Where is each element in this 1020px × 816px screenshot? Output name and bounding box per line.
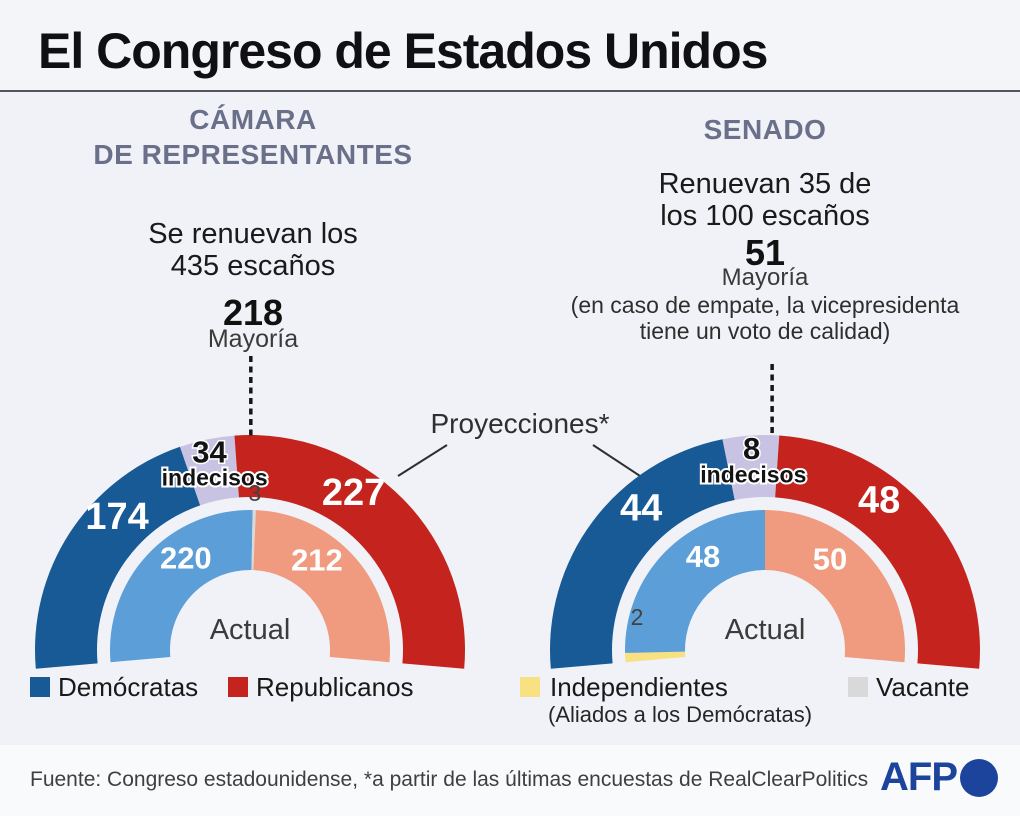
actual-segment-republicanos bbox=[253, 510, 390, 663]
projections-label: Proyecciones* bbox=[430, 408, 610, 439]
house-header-line1: CÁMARA bbox=[189, 104, 317, 135]
proyecciones--value-indecisos: 8 bbox=[743, 431, 760, 466]
senate-majority-number: 51 bbox=[744, 232, 786, 273]
afp-logo: AFP bbox=[880, 755, 998, 800]
proyecciones--value-republicanos: 227 bbox=[322, 472, 385, 514]
legend-swatch-vacante bbox=[848, 677, 868, 697]
actual-segment-demo-cratas bbox=[110, 510, 253, 663]
footer: Fuente: Congreso estadounidense, *a part… bbox=[0, 745, 1020, 816]
legend-label-republicanos: Republicanos bbox=[256, 672, 414, 702]
actual-value-demo-cratas: 48 bbox=[686, 539, 720, 574]
proyecciones--segment-demo-cratas bbox=[34, 446, 201, 669]
house-renewal-line1: Se renuevan los bbox=[148, 218, 358, 250]
proyecciones--value-indecisos: indecisos bbox=[700, 461, 806, 487]
house-majority-number: 218 bbox=[222, 292, 284, 333]
proyecciones--value-demo-cratas: 44 bbox=[620, 488, 662, 530]
actual-segment-republicanos bbox=[765, 510, 905, 663]
senate-majority-note-line2: tiene un voto de calidad) bbox=[639, 318, 891, 344]
actual-value-republicanos: 50 bbox=[813, 541, 847, 576]
proyecciones--value-indecisos: 34 bbox=[192, 435, 227, 470]
house-majority-label: Mayoría bbox=[207, 325, 299, 353]
page-title: El Congreso de Estados Unidos bbox=[38, 23, 768, 79]
actual-label: Actual bbox=[210, 614, 291, 646]
legend-sublabel-independientes: (Aliados a los Demócratas) bbox=[548, 702, 813, 727]
source-text: Fuente: Congreso estadounidense, *a part… bbox=[30, 768, 869, 791]
actual-value-independientes: 2 bbox=[631, 604, 644, 630]
title-bar: El Congreso de Estados Unidos bbox=[0, 0, 1020, 92]
proyecciones--segment-republicanos bbox=[234, 435, 465, 669]
legend-label-independientes: Independientes bbox=[550, 672, 728, 702]
legend-label-democratas: Demócratas bbox=[58, 672, 199, 702]
legend-label-vacante: Vacante bbox=[876, 672, 970, 702]
projection-pointer-lines bbox=[397, 444, 641, 477]
legend-swatch-republicanos bbox=[228, 677, 248, 697]
pointer-line-left bbox=[397, 444, 448, 477]
proyecciones--value-demo-cratas: 174 bbox=[85, 496, 148, 538]
actual-value-demo-cratas: 220 bbox=[160, 541, 212, 576]
actual-label: Actual bbox=[725, 614, 806, 646]
actual-segment-vacante bbox=[251, 510, 256, 571]
senate-header: SENADO bbox=[703, 114, 827, 145]
afp-circle-icon bbox=[960, 758, 998, 797]
legend-swatch-democratas bbox=[30, 677, 50, 697]
actual-segment-independientes bbox=[625, 651, 686, 663]
senate-renewal-line2: los 100 escaños bbox=[660, 200, 870, 232]
proyecciones--segment-republicanos bbox=[775, 435, 980, 669]
actual-value-republicanos: 212 bbox=[291, 543, 343, 578]
legend-swatch-independientes bbox=[520, 677, 540, 697]
senate-renewal-line1: Renuevan 35 de bbox=[658, 168, 872, 200]
actual-segment-demo-cratas bbox=[625, 510, 765, 653]
proyecciones--segment-demo-cratas bbox=[550, 439, 735, 669]
senate-majority-label: Mayoría bbox=[721, 264, 809, 291]
afp-wordmark: AFP bbox=[880, 755, 958, 799]
proyecciones--segment-indecisos bbox=[180, 435, 239, 506]
house-renewal-line2: 435 escaños bbox=[170, 250, 336, 282]
proyecciones--segment-indecisos bbox=[722, 435, 780, 501]
proyecciones--value-republicanos: 48 bbox=[858, 480, 900, 522]
pointer-line-right bbox=[592, 444, 641, 477]
proyecciones--value-indecisos: indecisos bbox=[162, 465, 268, 491]
senate-majority-note-line1: (en caso de empate, la vicepresidenta bbox=[570, 292, 960, 318]
house-header-line2: DE REPRESENTANTES bbox=[93, 139, 413, 170]
actual-value-vacante: 3 bbox=[248, 480, 261, 506]
